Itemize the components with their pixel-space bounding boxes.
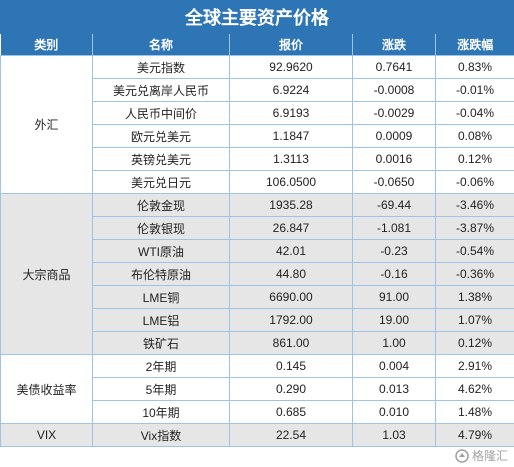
price-cell: 1.3113 [229, 147, 353, 171]
header-price: 报价 [229, 34, 353, 56]
table-row: 英镑兑美元 1.3113 0.0016 0.12% [1, 147, 514, 171]
watermark: 格隆汇 [455, 447, 508, 464]
name-cell: 伦敦金现 [92, 193, 230, 217]
change-cell: -0.16 [352, 262, 436, 286]
price-cell: 0.685 [229, 400, 353, 424]
table-row: 10年期 0.685 0.010 1.48% [1, 400, 514, 424]
change-pct-cell: -0.04% [435, 101, 514, 125]
change-pct-cell: 0.12% [435, 147, 514, 171]
change-pct-cell: 2.91% [435, 354, 514, 378]
change-pct-cell: -3.87% [435, 216, 514, 240]
price-cell: 92.9620 [229, 55, 353, 79]
name-cell: 人民币中间价 [92, 101, 230, 125]
change-pct-cell: 1.38% [435, 285, 514, 309]
logo-icon [455, 448, 469, 463]
table-body: 外汇 美元指数 92.9620 0.7641 0.83% 美元兑离岸人民币 6.9224 -0… [0, 55, 514, 447]
table-row: 美元兑离岸人民币 6.9224 -0.0008 -0.01% [1, 78, 514, 102]
name-cell: 英镑兑美元 [92, 147, 230, 171]
price-cell: 0.290 [229, 377, 353, 401]
watermark-text: 格隆汇 [471, 449, 508, 463]
table-row: 布伦特原油 44.80 -0.16 -0.36% [1, 262, 514, 286]
change-cell: -69.44 [352, 193, 436, 217]
header-row: 类别 名称 报价 涨跌 涨跌幅 [0, 34, 514, 56]
name-cell: 美元兑离岸人民币 [92, 78, 230, 102]
table-row: VIX Vix指数 22.54 1.03 4.79% [0, 423, 514, 447]
category-cell: 大宗商品 [0, 193, 93, 355]
header-name: 名称 [92, 34, 230, 56]
name-cell: 伦敦银现 [92, 216, 230, 240]
table-row: 5年期 0.290 0.013 4.62% [1, 377, 514, 401]
asset-price-table: 类别 名称 报价 涨跌 涨跌幅 外汇 美元指数 92.9620 0.7641 0.83%… [0, 34, 514, 447]
change-pct-cell: 4.62% [435, 377, 514, 401]
price-cell: 42.01 [229, 239, 353, 263]
change-pct-cell: -0.36% [435, 262, 514, 286]
change-pct-cell: 0.08% [435, 124, 514, 148]
change-cell: -0.0029 [352, 101, 436, 125]
table-title: 全球主要资产价格 [0, 0, 514, 34]
category-cell: 外汇 [0, 55, 93, 194]
name-cell: 5年期 [92, 377, 230, 401]
category-cell: VIX [0, 423, 93, 447]
name-cell: 布伦特原油 [92, 262, 230, 286]
name-cell: 10年期 [92, 400, 230, 424]
table-row: 铁矿石 861.00 1.00 0.12% [1, 331, 514, 355]
change-pct-cell: 4.79% [435, 423, 514, 447]
price-cell: 22.54 [229, 423, 353, 447]
header-category: 类别 [0, 34, 93, 56]
table-row: 伦敦银现 26.847 -1.081 -3.87% [1, 216, 514, 240]
name-cell: WTI原油 [92, 239, 230, 263]
change-cell: -0.0650 [352, 170, 436, 194]
table-row: 美元兑日元 106.0500 -0.0650 -0.06% [1, 170, 514, 194]
price-cell: 1.1847 [229, 124, 353, 148]
name-cell: 铁矿石 [92, 331, 230, 355]
name-cell: 2年期 [92, 354, 230, 378]
table-row: LME铝 1792.00 19.00 1.07% [1, 308, 514, 332]
table-row: 大宗商品 伦敦金现 1935.28 -69.44 -3.46% [0, 193, 514, 355]
name-cell: 欧元兑美元 [92, 124, 230, 148]
change-pct-cell: -3.46% [435, 193, 514, 217]
change-cell: 0.0016 [352, 147, 436, 171]
price-cell: 6690.00 [229, 285, 353, 309]
price-cell: 26.847 [229, 216, 353, 240]
price-cell: 6.9193 [229, 101, 353, 125]
price-cell: 106.0500 [229, 170, 353, 194]
change-pct-cell: -0.01% [435, 78, 514, 102]
price-cell: 861.00 [229, 331, 353, 355]
price-cell: 1935.28 [229, 193, 353, 217]
change-cell: 91.00 [352, 285, 436, 309]
change-pct-cell: 0.83% [435, 55, 514, 79]
category-cell: 美债收益率 [0, 354, 93, 424]
table-row: 外汇 美元指数 92.9620 0.7641 0.83% [0, 55, 514, 194]
change-cell: 0.004 [352, 354, 436, 378]
change-pct-cell: -0.06% [435, 170, 514, 194]
change-cell: 0.0009 [352, 124, 436, 148]
name-cell: Vix指数 [92, 423, 230, 447]
change-pct-cell: 0.12% [435, 331, 514, 355]
change-cell: -0.23 [352, 239, 436, 263]
price-cell: 1792.00 [229, 308, 353, 332]
table-row: 欧元兑美元 1.1847 0.0009 0.08% [1, 124, 514, 148]
header-change-pct: 涨跌幅 [435, 34, 514, 56]
change-cell: 0.7641 [352, 55, 436, 79]
name-cell: 美元兑日元 [92, 170, 230, 194]
price-cell: 44.80 [229, 262, 353, 286]
change-pct-cell: -0.54% [435, 239, 514, 263]
change-cell: -0.0008 [352, 78, 436, 102]
change-pct-cell: 1.48% [435, 400, 514, 424]
change-cell: -1.081 [352, 216, 436, 240]
change-cell: 0.013 [352, 377, 436, 401]
change-cell: 19.00 [352, 308, 436, 332]
name-cell: LME铝 [92, 308, 230, 332]
header-change: 涨跌 [352, 34, 436, 56]
price-cell: 0.145 [229, 354, 353, 378]
price-cell: 6.9224 [229, 78, 353, 102]
table-row: 美债收益率 2年期 0.145 0.004 2.91% [0, 354, 514, 424]
change-cell: 0.010 [352, 400, 436, 424]
change-pct-cell: 1.07% [435, 308, 514, 332]
change-cell: 1.00 [352, 331, 436, 355]
name-cell: 美元指数 [92, 55, 230, 79]
table-row: WTI原油 42.01 -0.23 -0.54% [1, 239, 514, 263]
name-cell: LME铜 [92, 285, 230, 309]
change-cell: 1.03 [352, 423, 436, 447]
